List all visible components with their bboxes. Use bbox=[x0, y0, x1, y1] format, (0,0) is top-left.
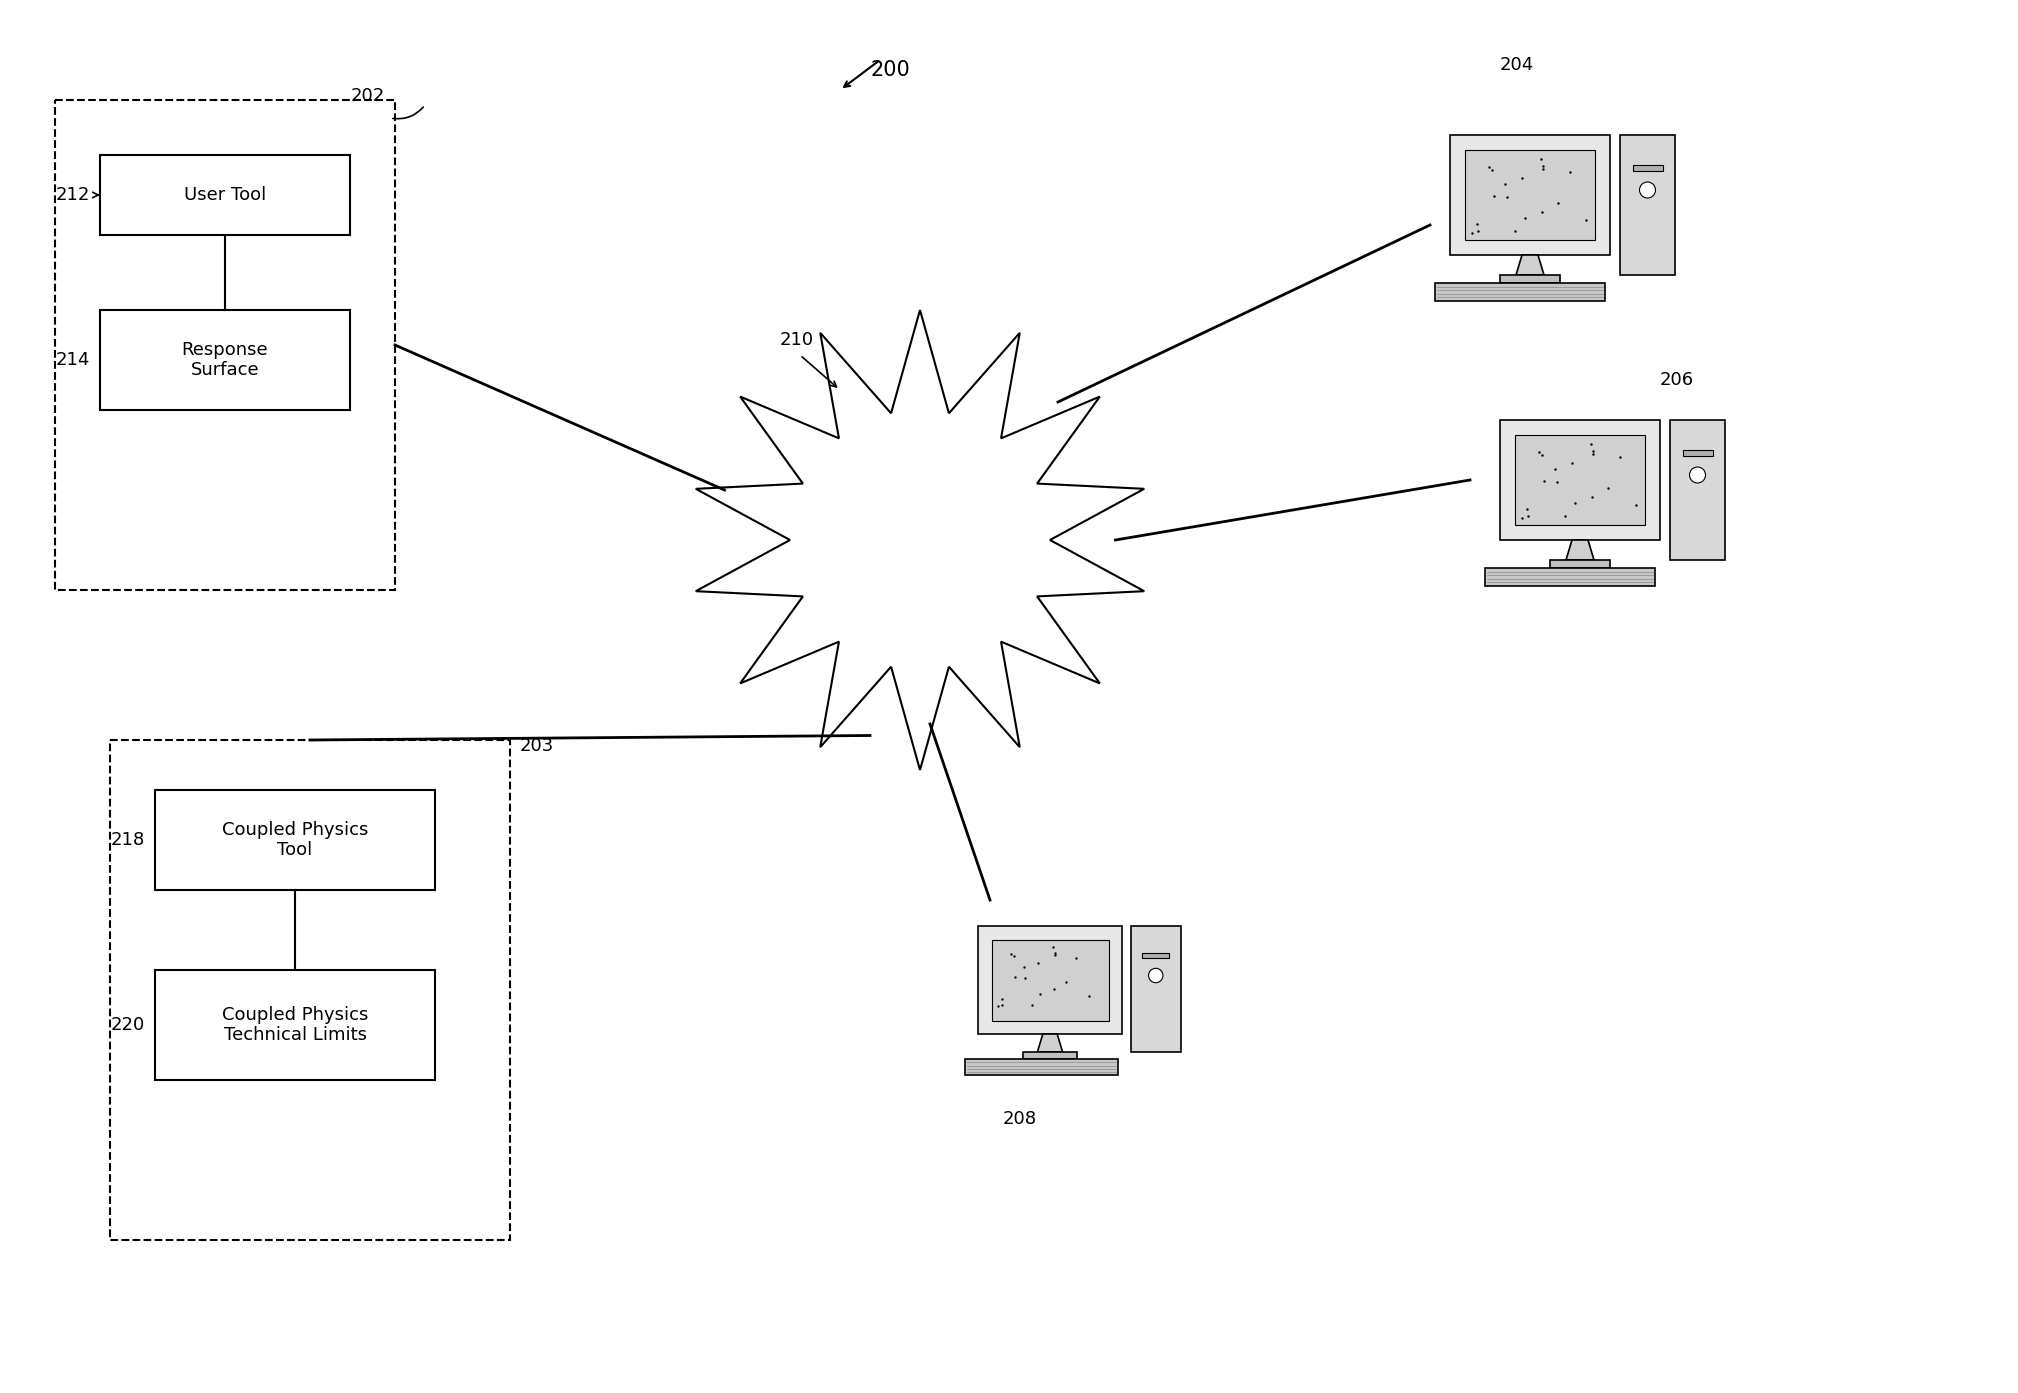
Text: 204: 204 bbox=[1499, 56, 1534, 74]
Text: Coupled Physics
Tool: Coupled Physics Tool bbox=[222, 820, 367, 859]
Bar bbox=[1499, 274, 1560, 283]
Bar bbox=[1671, 421, 1725, 560]
Polygon shape bbox=[696, 311, 1144, 770]
Polygon shape bbox=[1037, 1034, 1063, 1052]
Bar bbox=[101, 155, 349, 235]
Bar bbox=[1465, 150, 1594, 240]
Bar bbox=[1550, 560, 1610, 568]
Text: 218: 218 bbox=[111, 832, 145, 848]
Circle shape bbox=[1148, 968, 1162, 982]
Bar bbox=[1130, 926, 1181, 1052]
Text: 212: 212 bbox=[57, 187, 91, 203]
Circle shape bbox=[1689, 467, 1705, 483]
Polygon shape bbox=[1516, 255, 1544, 274]
Bar bbox=[1683, 450, 1713, 456]
Bar bbox=[979, 926, 1122, 1034]
Text: 220: 220 bbox=[111, 1015, 145, 1034]
Bar bbox=[1451, 135, 1610, 255]
Bar bbox=[1499, 421, 1661, 540]
Bar bbox=[1485, 568, 1655, 586]
Bar bbox=[1142, 953, 1168, 958]
Bar bbox=[965, 1059, 1118, 1075]
Text: 202: 202 bbox=[351, 86, 385, 104]
Text: 203: 203 bbox=[521, 737, 555, 755]
Bar bbox=[155, 970, 436, 1080]
Text: Response
Surface: Response Surface bbox=[182, 341, 268, 379]
Bar bbox=[101, 311, 349, 410]
Text: 210: 210 bbox=[781, 332, 813, 350]
Text: 214: 214 bbox=[57, 351, 91, 369]
Text: 206: 206 bbox=[1661, 371, 1695, 389]
Bar bbox=[155, 790, 436, 890]
Polygon shape bbox=[1566, 540, 1594, 560]
Text: 208: 208 bbox=[1003, 1110, 1037, 1128]
Text: Coupled Physics
Technical Limits: Coupled Physics Technical Limits bbox=[222, 1006, 367, 1045]
Bar bbox=[54, 100, 396, 591]
Text: 200: 200 bbox=[870, 60, 910, 79]
Bar bbox=[1516, 435, 1645, 525]
Bar bbox=[991, 939, 1108, 1021]
Text: User Tool: User Tool bbox=[184, 187, 266, 203]
Circle shape bbox=[1639, 182, 1655, 198]
Bar bbox=[1435, 283, 1604, 301]
Bar bbox=[1620, 135, 1675, 274]
Bar bbox=[1633, 164, 1663, 171]
Bar bbox=[1023, 1052, 1078, 1059]
Bar bbox=[111, 740, 511, 1240]
